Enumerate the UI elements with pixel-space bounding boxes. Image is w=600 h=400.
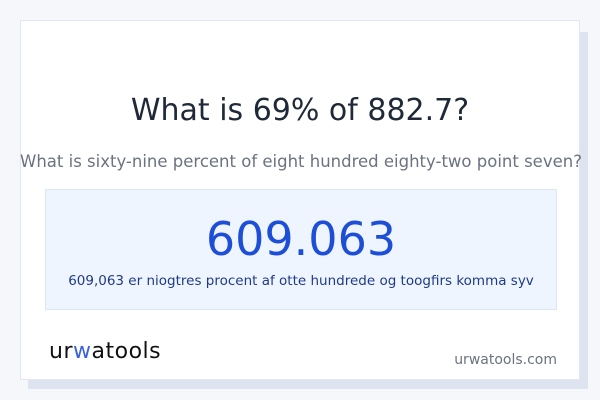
site-url[interactable]: urwatools.com <box>454 352 557 368</box>
result-card: What is 69% of 882.7? What is sixty-nine… <box>20 20 582 380</box>
result-box: 609.063 609,063 er niogtres procent af o… <box>45 189 557 310</box>
result-words: 609,063 er niogtres procent af otte hund… <box>68 273 534 289</box>
urwatools-logo: urwatools <box>49 339 162 364</box>
question-words: What is sixty-nine percent of eight hund… <box>20 152 582 171</box>
page-title: What is 69% of 882.7? <box>130 93 470 128</box>
result-value: 609.063 <box>205 212 397 266</box>
